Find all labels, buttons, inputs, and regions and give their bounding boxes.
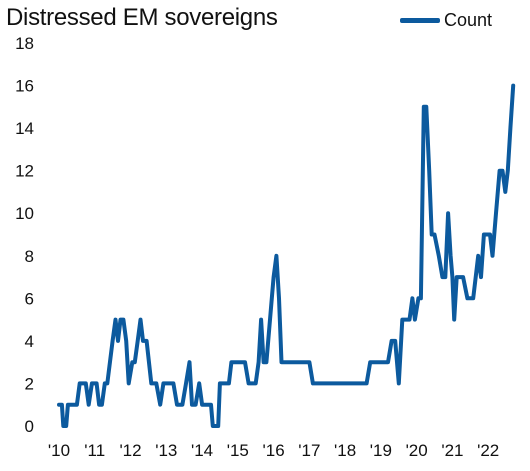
x-tick-label: '16	[263, 441, 285, 460]
x-tick-label: '21	[441, 441, 463, 460]
y-tick-label: 18	[15, 34, 34, 53]
x-tick-label: '17	[298, 441, 320, 460]
y-tick-label: 16	[15, 77, 34, 96]
y-tick-label: 2	[25, 374, 34, 393]
x-tick-label: '12	[119, 441, 141, 460]
y-axis: 0 2 4 6 8 10 12 14 16 18	[15, 34, 34, 436]
y-tick-label: 14	[15, 119, 34, 138]
y-tick-label: 12	[15, 162, 34, 181]
legend-swatch	[400, 18, 440, 23]
x-tick-label: '14	[191, 441, 213, 460]
x-tick-label: '22	[477, 441, 499, 460]
x-tick-label: '13	[155, 441, 177, 460]
legend: Count	[400, 10, 492, 31]
x-tick-label: '15	[227, 441, 249, 460]
y-tick-label: 6	[25, 289, 34, 308]
legend-label: Count	[444, 10, 493, 30]
y-tick-label: 10	[15, 204, 34, 223]
x-tick-label: '19	[370, 441, 392, 460]
y-tick-label: 8	[25, 247, 34, 266]
x-tick-label: '11	[84, 441, 105, 460]
x-tick-label: '18	[334, 441, 356, 460]
chart-title: Distressed EM sovereigns	[6, 4, 278, 31]
x-tick-label: '10	[48, 441, 70, 460]
series-lines	[57, 83, 516, 428]
x-tick-label: '20	[406, 441, 428, 460]
y-tick-label: 0	[25, 417, 34, 436]
x-axis: '10 '11 '12 '13 '14 '15 '16 '17 '18 '19 '20 '21 '22	[48, 441, 499, 460]
series-line-count	[57, 83, 516, 428]
y-tick-label: 4	[25, 332, 34, 351]
